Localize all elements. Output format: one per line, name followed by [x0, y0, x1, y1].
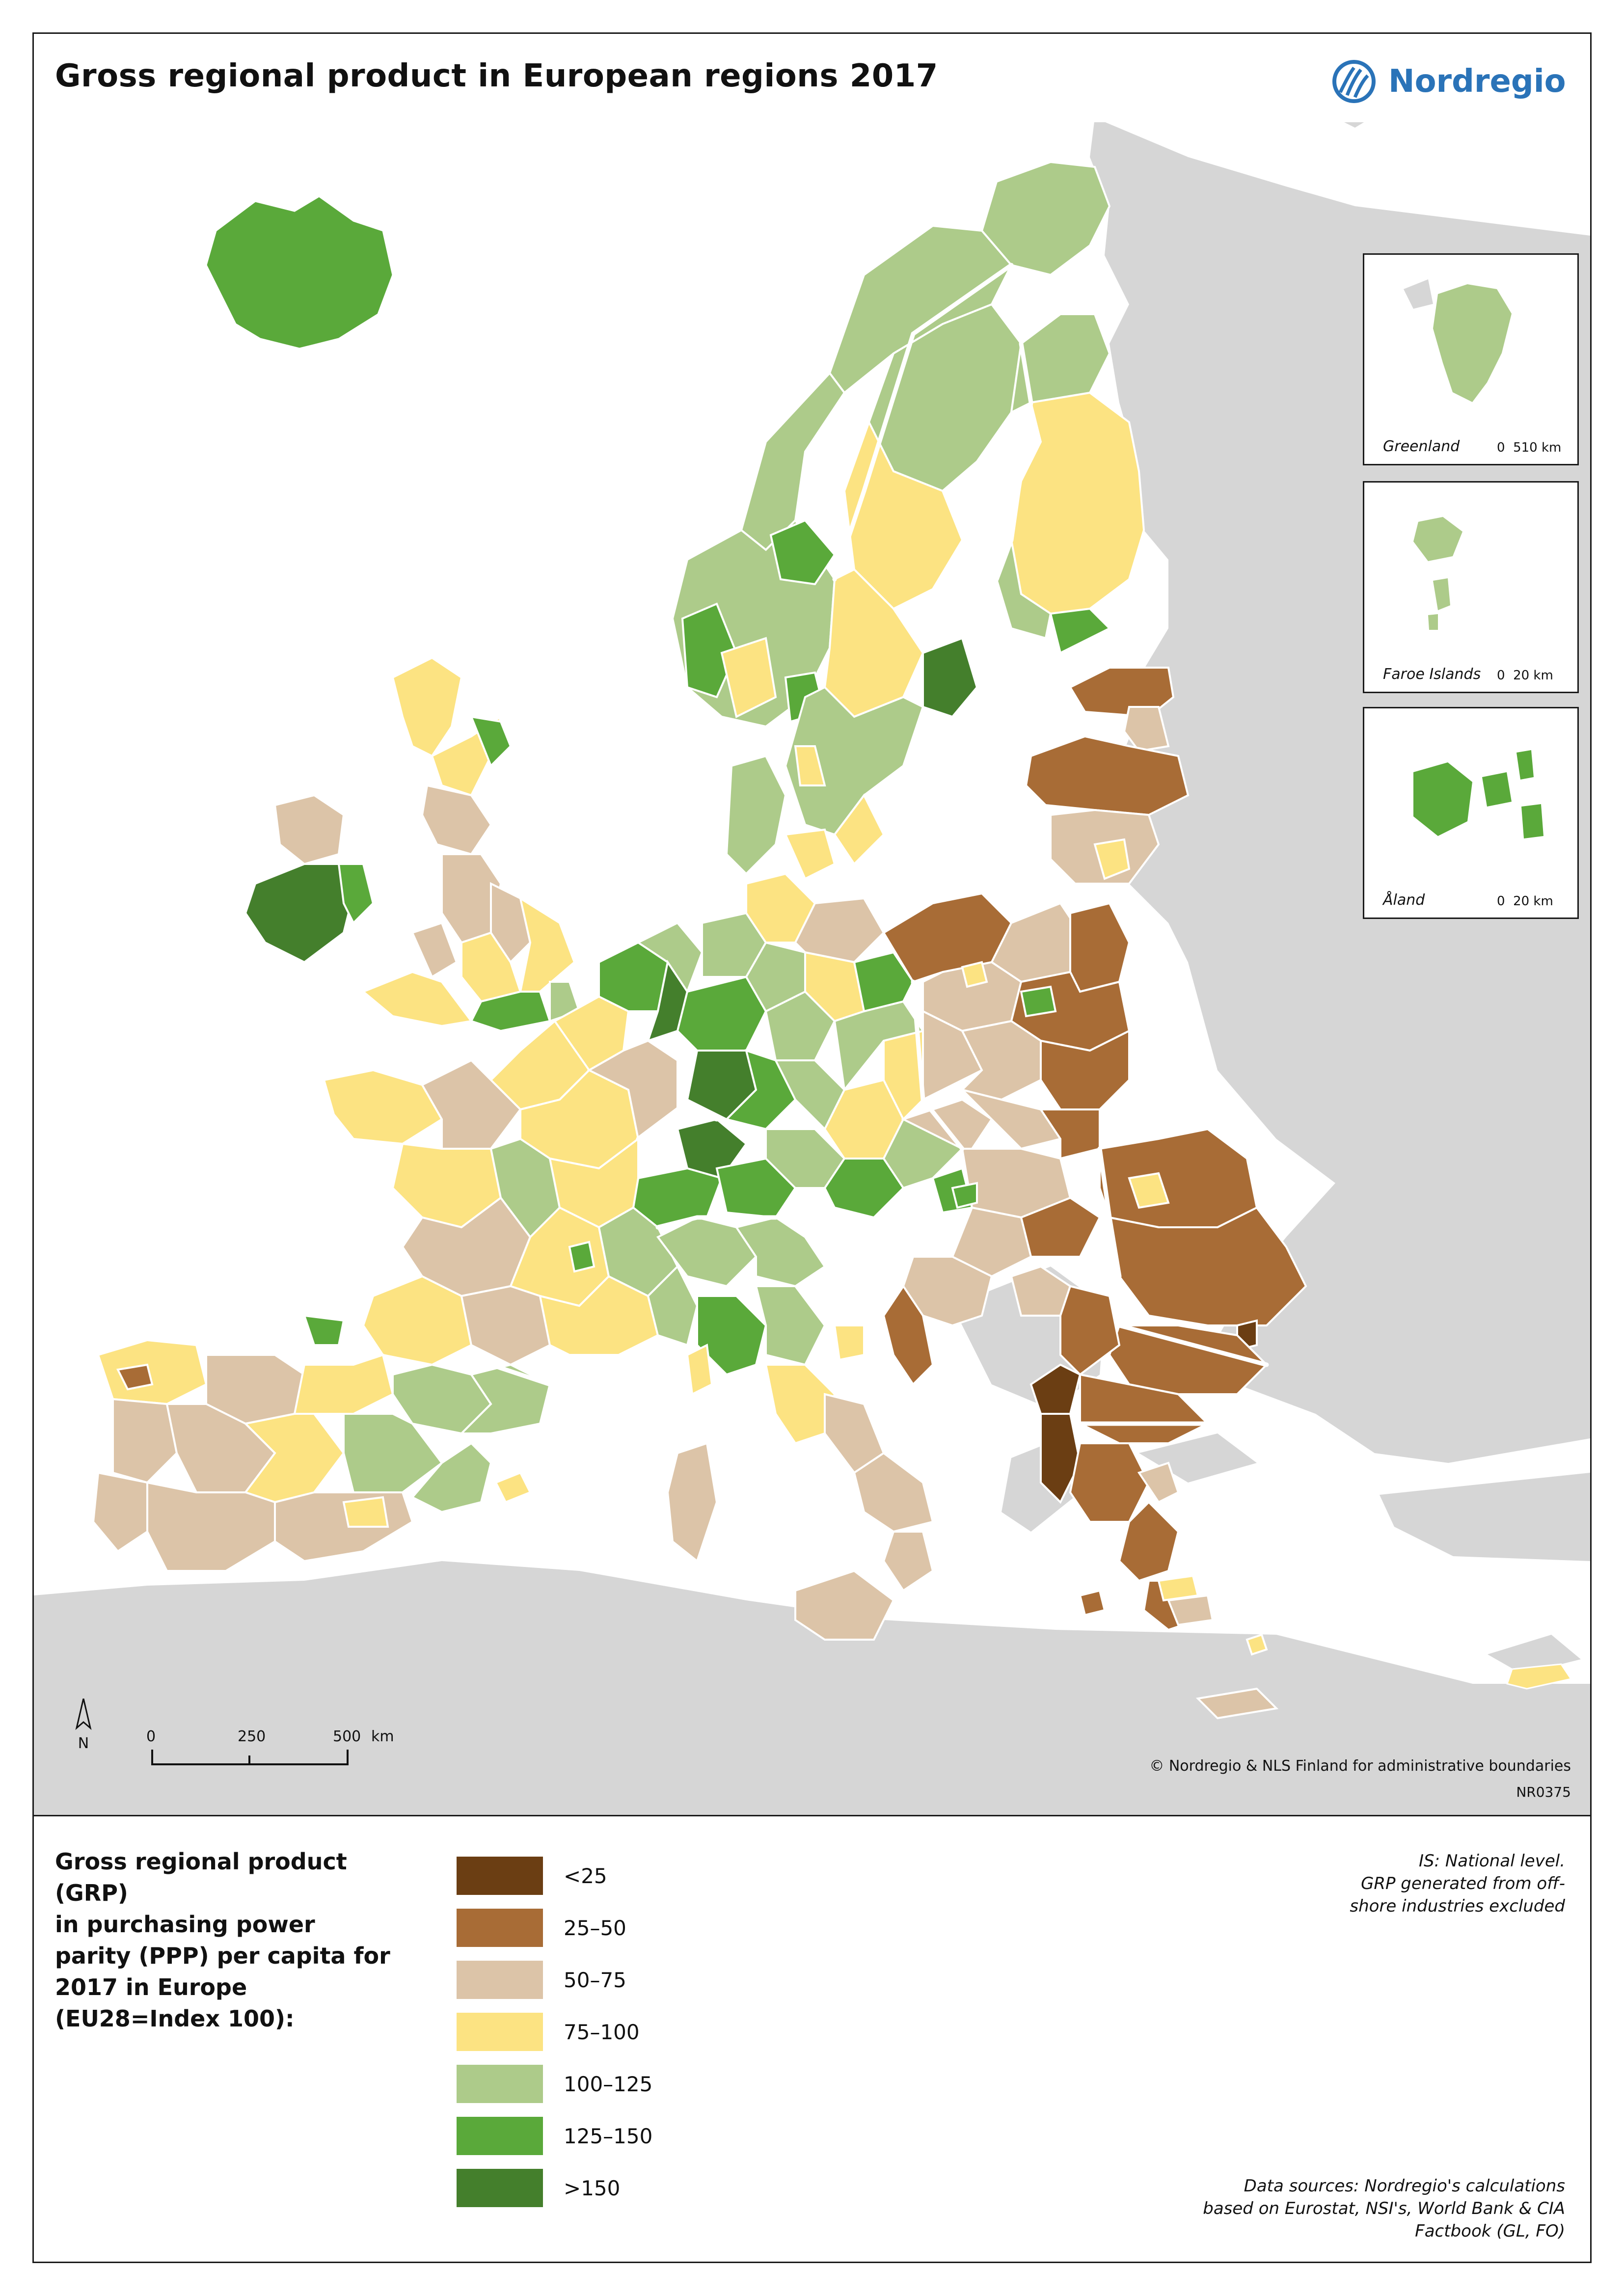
country-ireland[interactable]	[244, 794, 375, 964]
scale-tick-250: 250	[238, 1728, 266, 1745]
map-area[interactable]	[34, 34, 1590, 1815]
country-poland[interactable]	[882, 892, 1131, 1110]
scale-tick-500: 500	[333, 1728, 361, 1745]
north-arrow: N	[74, 1698, 93, 1752]
country-southeast-europe[interactable]	[882, 1128, 1307, 1720]
legend-swatch	[457, 1961, 543, 1999]
inset-aland-label: Åland	[1383, 891, 1425, 909]
faroe-islands-shape	[1413, 517, 1462, 630]
legend-swatch	[457, 2117, 543, 2155]
map-frame	[32, 32, 1592, 2263]
legend-divider	[34, 1815, 1590, 1816]
scale-unit: km	[371, 1728, 394, 1745]
north-arrow-icon	[75, 1698, 92, 1730]
map-code: NR0375	[1516, 1784, 1571, 1800]
legend-swatch	[457, 2065, 543, 2103]
legend-label: <25	[564, 1863, 607, 1888]
page-title: Gross regional product in European regio…	[55, 58, 938, 94]
country-france[interactable]	[323, 1020, 699, 1366]
legend-item: <25	[457, 1850, 652, 1902]
country-norway[interactable]	[671, 161, 1111, 728]
legend-label: 100–125	[564, 2072, 653, 2096]
inset-greenland-scale: 0 510 km	[1497, 440, 1562, 455]
inset-faroe-islands-label: Faroe Islands	[1383, 666, 1481, 683]
legend-item: >150	[457, 2162, 652, 2214]
legend-label: 125–150	[564, 2124, 653, 2148]
inset-faroe-islands: Faroe Islands 0 20 km	[1363, 481, 1579, 693]
country-finland[interactable]	[995, 313, 1145, 654]
region-iceland[interactable]	[205, 195, 394, 350]
legend-label: 75–100	[564, 2020, 640, 2044]
legend-label: 50–75	[564, 1968, 626, 1992]
legend-swatch	[457, 2013, 543, 2051]
legend-item: 50–75	[457, 1954, 652, 2006]
legend-swatch	[457, 1857, 543, 1895]
nordregio-wordmark: Nordregio	[1388, 63, 1566, 100]
scale-bar-line	[151, 1750, 349, 1765]
data-sources: Data sources: Nordregio's calculations b…	[1203, 2176, 1565, 2241]
inset-aland: Åland 0 20 km	[1363, 707, 1579, 919]
north-label: N	[78, 1735, 89, 1752]
inset-greenland-label: Greenland	[1383, 438, 1460, 455]
aland-shape	[1413, 750, 1543, 838]
scale-tick-0: 0	[146, 1728, 156, 1745]
country-italy[interactable]	[656, 1216, 934, 1641]
country-uk[interactable]	[361, 656, 581, 1032]
inset-greenland: Greenland 0 510 km	[1363, 253, 1579, 465]
country-sweden[interactable]	[784, 303, 1023, 866]
region-cyprus[interactable]	[1506, 1663, 1572, 1690]
legend-item: 125–150	[457, 2110, 652, 2162]
country-cz-sk-hu[interactable]	[900, 1088, 1101, 1278]
nordregio-logo: Nordregio	[1330, 58, 1566, 105]
legend-item: 25–50	[457, 1902, 652, 1954]
legend-item: 75–100	[457, 2006, 652, 2058]
legend-swatch	[457, 1909, 543, 1947]
nordregio-logo-icon	[1332, 60, 1376, 103]
title-background	[34, 34, 1590, 122]
legend-label: 25–50	[564, 1916, 626, 1940]
legend-title: Gross regional product (GRP) in purchasi…	[55, 1848, 390, 2032]
legend-swatch	[457, 2169, 543, 2207]
legend-items: <25 25–50 50–75 75–100 100–125 125–150 >…	[457, 1850, 652, 2214]
country-baltics[interactable]	[1025, 667, 1190, 885]
country-spain-portugal[interactable]	[92, 1314, 551, 1572]
copyright-text: © Nordregio & NLS Finland for administra…	[1149, 1757, 1571, 1775]
inset-aland-scale: 0 20 km	[1497, 894, 1553, 909]
legend-item: 100–125	[457, 2058, 652, 2110]
legend-note: IS: National level. GRP generated from o…	[1350, 1851, 1565, 1916]
europe-map[interactable]	[34, 34, 1590, 1815]
country-borders	[488, 263, 1269, 1426]
greenland-shape	[1404, 279, 1512, 402]
legend-label: >150	[564, 2176, 621, 2200]
country-denmark[interactable]	[725, 755, 836, 880]
inset-faroe-islands-scale: 0 20 km	[1497, 668, 1553, 683]
